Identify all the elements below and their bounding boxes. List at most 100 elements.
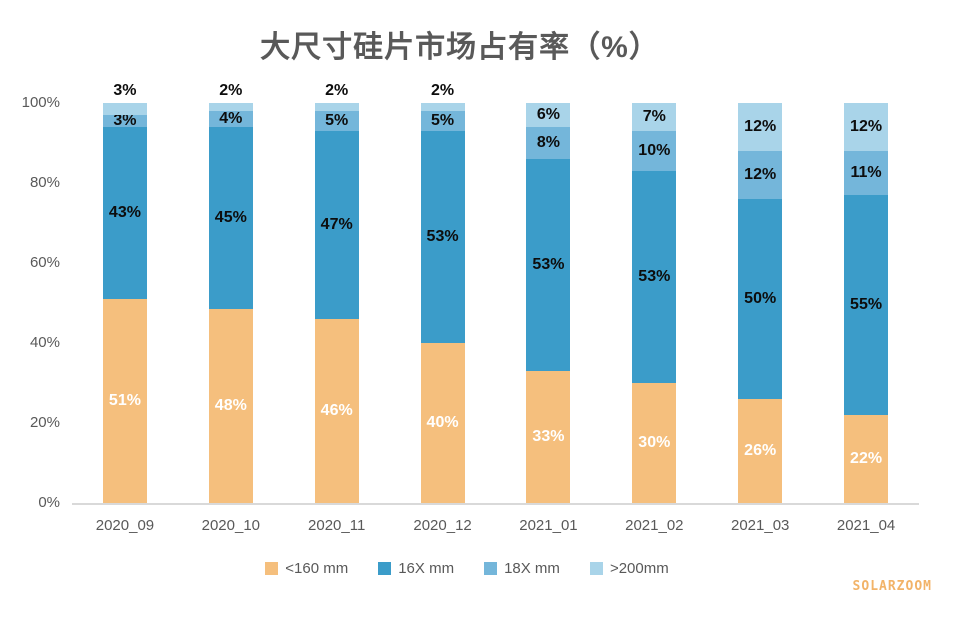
data-label-16x-mm: 53%	[532, 256, 565, 273]
legend-item-160-mm: <160 mm	[265, 560, 348, 577]
bar-segment-16x-mm: 55%	[844, 195, 889, 415]
bar-segment-18x-mm: 10%	[632, 131, 677, 171]
bar-segment-18x-mm: 11%	[844, 151, 889, 195]
bar-segment-16x-mm: 53%	[632, 171, 677, 383]
bar-segment-160-mm: 22%	[844, 415, 889, 503]
legend-item-18x-mm: 18X mm	[484, 560, 560, 577]
bar-segment-18x-mm: 5%	[420, 111, 465, 131]
stacked-bar-2021-02: 30% 53% 10% 7%	[632, 103, 677, 503]
bar-segment-16x-mm: 53%	[420, 131, 465, 343]
bar-segment-200mm: 12%	[844, 103, 889, 151]
bar-segment-16x-mm: 53%	[526, 159, 571, 371]
bar-segment-160-mm: 30%	[632, 383, 677, 503]
data-label-outside-200mm: 2%	[325, 82, 349, 99]
legend-label: 16X mm	[398, 560, 455, 577]
data-label-200mm: 7%	[642, 108, 666, 125]
bar-segment-16x-mm: 45%	[208, 127, 253, 310]
x-axis-label-2021-04: 2021_04	[836, 517, 896, 534]
stacked-bar-2021-03: 26% 50% 12% 12%	[738, 103, 783, 503]
data-label-18x-mm: 10%	[638, 142, 671, 159]
category-slot-2021-01: 33% 53% 8% 6% 2021_01	[496, 103, 602, 534]
legend-swatch-icon	[484, 562, 498, 575]
bar-segment-200mm: 7%	[632, 103, 677, 131]
x-axis-label-2020-09: 2020_09	[95, 517, 155, 534]
bar-segment-18x-mm: 3%	[102, 112, 147, 129]
legend-label: 18X mm	[504, 560, 560, 577]
category-slot-2020-11: 46% 47% 5% 2% 2020_11	[284, 82, 390, 534]
bar-segment-160-mm: 48%	[208, 309, 253, 503]
bar-segment-200mm	[208, 103, 253, 112]
data-label-160-mm: 22%	[850, 450, 883, 467]
bar-segment-200mm	[102, 103, 147, 115]
bar-slots: 51% 43% 3% 3% 2020_09 48% 45% 4% 2% 2020_10 46% 47%…	[72, 82, 919, 534]
bar-segment-18x-mm: 5%	[314, 111, 359, 131]
data-label-200mm: 6%	[536, 106, 560, 123]
data-label-outside-200mm: 3%	[113, 82, 137, 99]
category-slot-2020-09: 51% 43% 3% 3% 2020_09	[72, 82, 178, 534]
bar-segment-160-mm: 40%	[420, 343, 465, 503]
bar-segment-160-mm: 46%	[314, 319, 359, 503]
bar-segment-18x-mm: 8%	[526, 127, 571, 159]
category-slot-2021-03: 26% 50% 12% 12% 2021_03	[707, 103, 813, 534]
data-label-16x-mm: 43%	[108, 204, 141, 221]
data-label-160-mm: 48%	[214, 397, 247, 415]
category-slot-2020-10: 48% 45% 4% 2% 2020_10	[178, 82, 284, 534]
bar-segment-160-mm: 26%	[738, 399, 783, 503]
data-label-200mm: 12%	[744, 118, 777, 135]
legend-label: >200mm	[609, 560, 669, 577]
y-axis-tick-label: 80%	[29, 174, 60, 191]
legend: <160 mm 16X mm 18X mm >200mm	[0, 560, 934, 577]
data-label-outside-200mm: 2%	[431, 82, 455, 99]
legend-swatch-icon	[265, 562, 279, 575]
bar-segment-16x-mm: 50%	[738, 199, 783, 399]
legend-swatch-icon	[589, 562, 603, 575]
stacked-bar-2021-04: 22% 55% 11% 12%	[844, 103, 889, 503]
x-axis-label-2020-10: 2020_10	[201, 517, 261, 534]
data-label-18x-mm: 8%	[536, 134, 560, 151]
bar-segment-18x-mm: 12%	[738, 151, 783, 199]
category-slot-2021-04: 22% 55% 11% 12% 2021_04	[813, 103, 919, 534]
bar-segment-16x-mm: 47%	[314, 131, 359, 319]
data-label-16x-mm: 55%	[850, 296, 883, 313]
bar-segment-200mm: 6%	[526, 103, 571, 127]
x-axis-label-2020-12: 2020_12	[413, 517, 472, 534]
data-label-160-mm: 46%	[320, 402, 353, 419]
category-slot-2021-02: 30% 53% 10% 7% 2021_02	[601, 103, 707, 534]
data-label-18x-mm: 5%	[431, 112, 455, 129]
x-axis-label-2021-01: 2021_01	[519, 517, 578, 534]
data-label-16x-mm: 53%	[426, 228, 459, 245]
stacked-bar-2020-11: 46% 47% 5% 2%	[314, 82, 359, 503]
data-label-18x-mm: 12%	[744, 166, 777, 183]
category-slot-2020-12: 40% 53% 5% 2% 2020_12	[390, 82, 496, 534]
chart-title: 大尺寸硅片市场占有率（%）	[260, 31, 660, 64]
data-label-18x-mm: 4%	[219, 110, 243, 128]
legend-item-16x-mm: 16X mm	[378, 560, 454, 577]
bar-segment-200mm	[314, 103, 359, 111]
data-label-160-mm: 40%	[426, 414, 459, 431]
legend-item-200mm: >200mm	[589, 560, 669, 577]
y-axis-tick-label: 0%	[38, 494, 60, 511]
y-axis-tick-label: 40%	[29, 334, 60, 351]
data-label-160-mm: 33%	[532, 428, 565, 445]
watermark-solarzoom: SOLARZOOM	[852, 579, 932, 594]
x-axis-label-2021-03: 2021_03	[730, 517, 790, 534]
legend-label: <160 mm	[285, 560, 349, 577]
bar-segment-160-mm: 51%	[102, 299, 147, 503]
bar-segment-160-mm: 33%	[526, 371, 571, 503]
data-label-160-mm: 26%	[744, 442, 777, 459]
stacked-bar-2020-12: 40% 53% 5% 2%	[420, 82, 465, 503]
data-label-18x-mm: 11%	[850, 164, 882, 181]
data-label-16x-mm: 45%	[214, 209, 247, 227]
bar-segment-200mm: 12%	[738, 103, 783, 151]
plot-area: 51% 43% 3% 3% 2020_09 48% 45% 4% 2% 2020_10 46% 47%…	[22, 82, 919, 534]
data-label-18x-mm: 3%	[113, 112, 137, 129]
bar-segment-18x-mm: 4%	[208, 110, 253, 128]
data-label-outside-200mm: 2%	[219, 82, 243, 100]
stacked-bar-2020-10: 48% 45% 4% 2%	[208, 82, 253, 503]
data-label-16x-mm: 50%	[744, 290, 777, 307]
stacked-bar-2020-09: 51% 43% 3% 3%	[102, 82, 147, 503]
stacked-bar-2021-01: 33% 53% 8% 6%	[526, 103, 571, 503]
y-axis-tick-label: 100%	[21, 94, 60, 111]
y-axis-tick-label: 20%	[29, 414, 60, 431]
